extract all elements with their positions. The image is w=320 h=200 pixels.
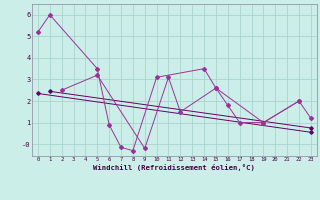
X-axis label: Windchill (Refroidissement éolien,°C): Windchill (Refroidissement éolien,°C) [93, 164, 255, 171]
